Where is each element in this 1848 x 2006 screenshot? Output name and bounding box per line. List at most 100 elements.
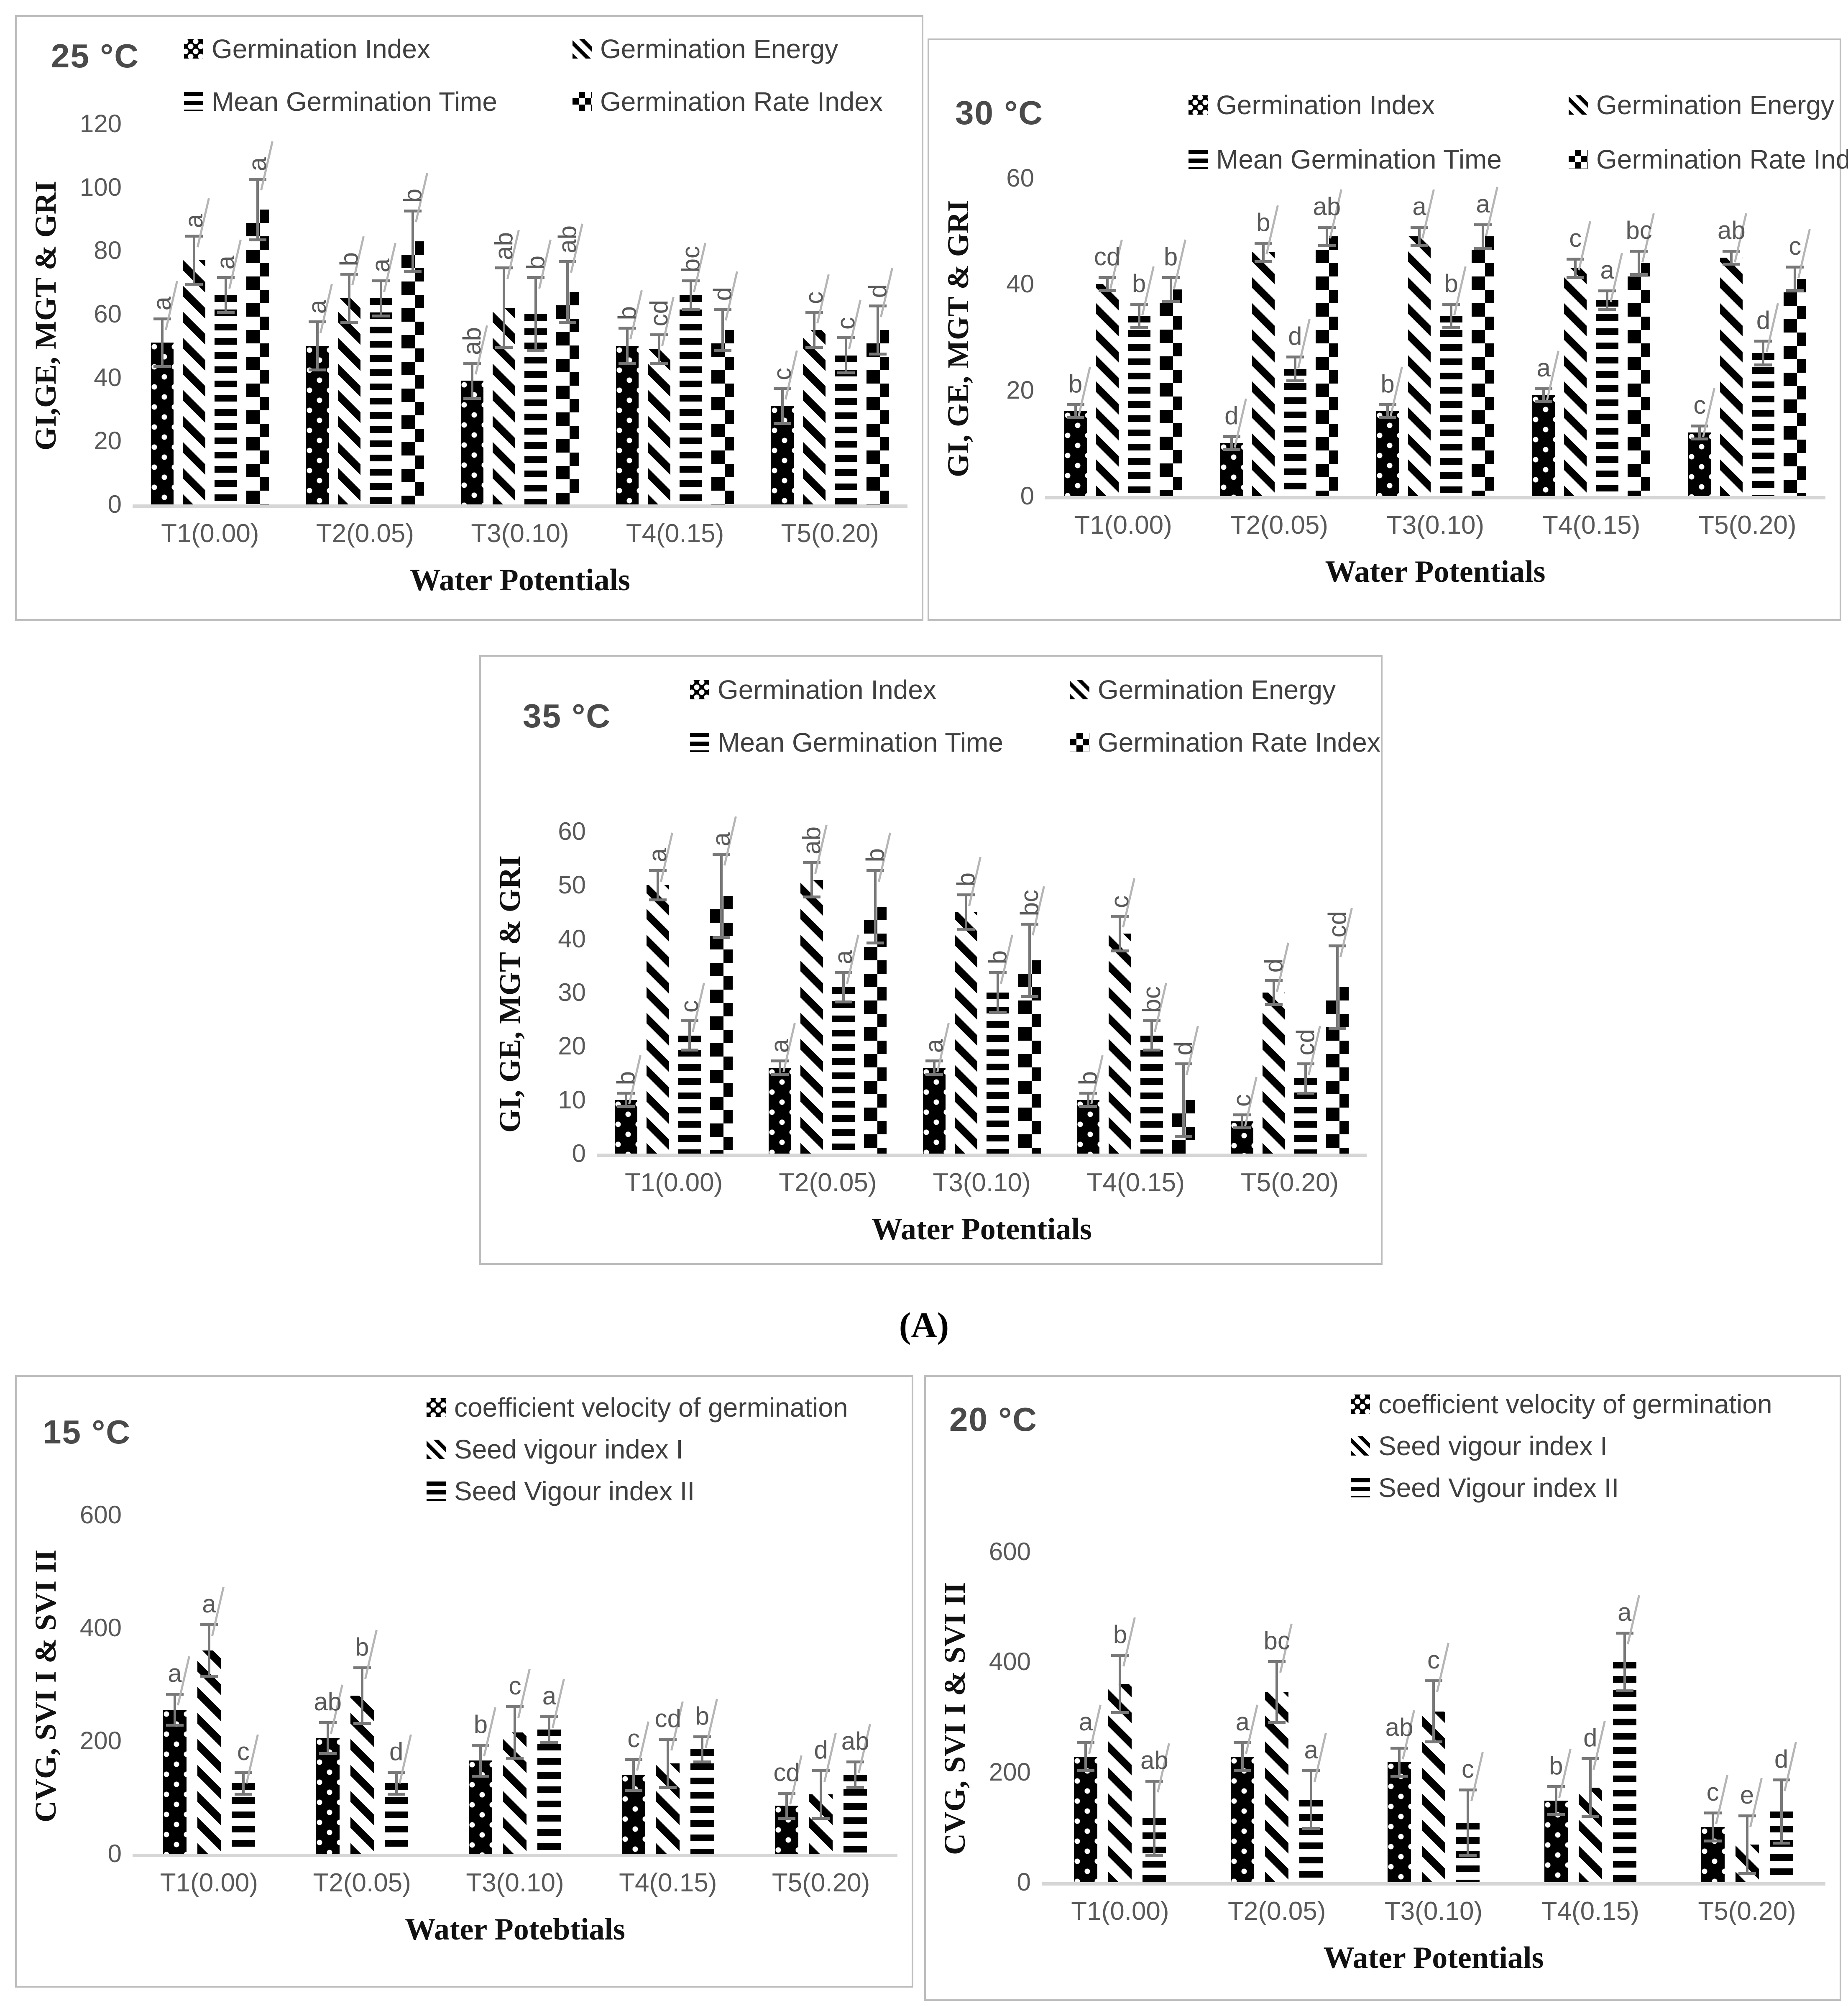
- significance-letter: a: [1600, 256, 1614, 284]
- bar-slot: b: [1440, 178, 1467, 496]
- error-bar: [1077, 1741, 1095, 1772]
- bar-slot: c: [1227, 832, 1258, 1154]
- y-tick-label: 80: [94, 236, 122, 265]
- error-cap-top: [1442, 302, 1460, 306]
- significance-letter: a: [1304, 1736, 1318, 1764]
- error-cap-bottom: [506, 1756, 524, 1760]
- x-tick-label: T3(0.10): [1384, 1897, 1483, 1926]
- bar: [1752, 353, 1775, 496]
- legend-label: Germination Index: [212, 34, 430, 64]
- bar-slot: b: [1074, 832, 1104, 1154]
- x-tick-label: T4(0.15): [626, 519, 724, 548]
- error-bar: [463, 361, 481, 400]
- error-cap-top: [617, 1092, 635, 1095]
- error-bar: [812, 1769, 830, 1820]
- y-tick-label: 0: [1020, 482, 1034, 510]
- error-cap-bottom: [1567, 276, 1585, 279]
- error-cap-top: [472, 1743, 490, 1747]
- bar: [1108, 1684, 1132, 1882]
- checkerboard-icon: [572, 92, 592, 111]
- significance-letter: cd: [1094, 243, 1121, 271]
- significance-letter: bc: [1137, 986, 1166, 1013]
- error-cap-top: [185, 235, 203, 238]
- x-tick-label: T1(0.00): [1074, 511, 1172, 540]
- error-bar: [1691, 425, 1709, 440]
- error-cap-bottom: [803, 896, 821, 899]
- error-cap-top: [1079, 1092, 1097, 1095]
- significance-letter: c: [509, 1671, 521, 1700]
- significance-letter: a: [1235, 1707, 1250, 1736]
- error-cap-bottom: [713, 936, 731, 939]
- bar-slot: c: [675, 832, 705, 1154]
- error-cap-top: [1111, 1653, 1129, 1657]
- error-cap-top: [1581, 1757, 1599, 1760]
- bar-slot: d: [1220, 178, 1247, 496]
- legend-item: coefficient velocity of germination: [1351, 1389, 1772, 1420]
- error-bar: [1222, 435, 1240, 451]
- legend-label: Germination Rate Index: [600, 87, 883, 117]
- error-bar: [404, 209, 422, 273]
- error-cap-bottom: [1174, 1134, 1192, 1138]
- bar-slot: ab: [458, 124, 488, 504]
- error-cap-bottom: [353, 1722, 371, 1725]
- error-bar: [1162, 276, 1180, 303]
- legend-label: Germination Energy: [600, 34, 838, 64]
- error-cap-top: [957, 893, 975, 896]
- bar-slot: d: [1769, 1552, 1797, 1882]
- error-bar: [234, 1771, 252, 1796]
- error-cap-bottom: [1254, 260, 1272, 263]
- legend-item: Germination Index: [690, 674, 1003, 705]
- error-cap-top: [837, 336, 855, 340]
- error-cap-top: [1296, 1062, 1314, 1065]
- error-cap-bottom: [866, 941, 884, 944]
- bar: [246, 209, 269, 504]
- error-bar: [713, 853, 731, 939]
- significance-letter: c: [1693, 391, 1706, 419]
- bar-slot: b: [612, 832, 642, 1154]
- error-cap-top: [1162, 276, 1180, 279]
- error-cap-bottom: [1077, 1769, 1095, 1772]
- error-bar: [1254, 242, 1272, 263]
- bar: [647, 885, 670, 1154]
- error-bar: [1772, 1778, 1790, 1845]
- error-cap-top: [200, 1623, 218, 1627]
- significance-letter: c: [1105, 895, 1134, 908]
- error-bar: [559, 260, 577, 324]
- error-cap-bottom: [1411, 244, 1428, 247]
- significance-letter: a: [168, 1659, 182, 1688]
- error-cap-bottom: [1111, 1711, 1129, 1714]
- bar-slot: b: [952, 832, 982, 1154]
- bar: [461, 381, 484, 504]
- bar: [183, 260, 206, 504]
- significance-letter: a: [366, 258, 395, 273]
- error-cap-top: [1474, 223, 1492, 226]
- bar-group: c cd b: [591, 1515, 744, 1854]
- error-bar: [1286, 356, 1304, 382]
- error-bar: [1567, 258, 1585, 279]
- y-tick-label: 400: [79, 1614, 122, 1642]
- x-axis-title: Water Potentials: [1323, 1941, 1544, 1975]
- y-tick-label: 0: [107, 490, 122, 518]
- bar-slot: a: [1231, 1552, 1258, 1882]
- error-cap-top: [387, 1771, 405, 1774]
- significance-letter: c: [1706, 1778, 1719, 1806]
- bar-group: a bc a: [1199, 1552, 1355, 1882]
- bar-slot: a: [537, 1515, 565, 1854]
- x-tick-label: T3(0.10): [933, 1168, 1031, 1197]
- bar: [1220, 443, 1243, 496]
- legend-label: coefficient velocity of germination: [454, 1392, 848, 1423]
- significance-letter: b: [1074, 1071, 1102, 1085]
- significance-letter: ab: [797, 826, 826, 855]
- error-cap-bottom: [773, 422, 791, 425]
- y-tick-label: 120: [79, 110, 122, 138]
- significance-letter: a: [766, 1039, 794, 1053]
- y-tick-label: 60: [558, 817, 586, 845]
- error-cap-top: [1459, 1789, 1477, 1792]
- significance-letter: b: [473, 1710, 488, 1738]
- legend-label: Seed vigour index I: [454, 1434, 683, 1464]
- significance-letter: c: [1227, 1094, 1256, 1107]
- error-cap-bottom: [625, 1789, 643, 1792]
- y-tick-label: 0: [107, 1840, 122, 1868]
- bar: [648, 349, 671, 504]
